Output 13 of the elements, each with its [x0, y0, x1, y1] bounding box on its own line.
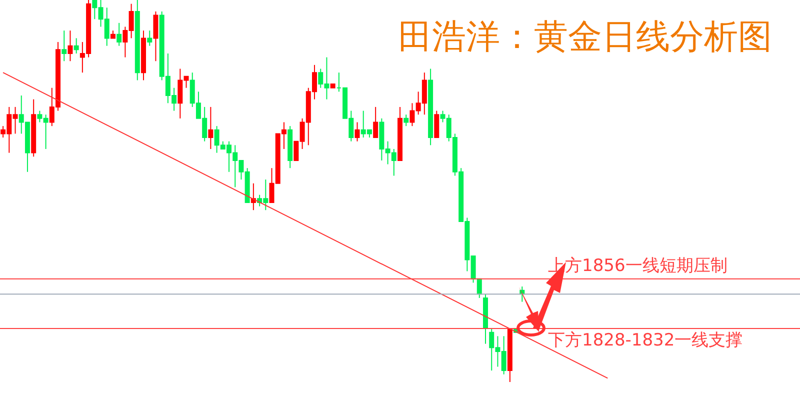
- candlestick: [74, 38, 79, 54]
- candlestick: [68, 30, 73, 62]
- candlestick: [62, 30, 67, 62]
- candlestick: [116, 22, 122, 46]
- candlestick: [354, 122, 360, 142]
- candlestick: [373, 106, 378, 138]
- candlestick: [153, 10, 158, 62]
- candlestick: [434, 110, 440, 138]
- ref-line-label: 下方1828-1832一线支撑: [548, 330, 743, 351]
- text: 田浩洋：黄金日线分析图: [398, 17, 772, 57]
- candlestick: [147, 30, 152, 46]
- candlestick: [404, 114, 409, 127]
- candlestick: [208, 106, 214, 150]
